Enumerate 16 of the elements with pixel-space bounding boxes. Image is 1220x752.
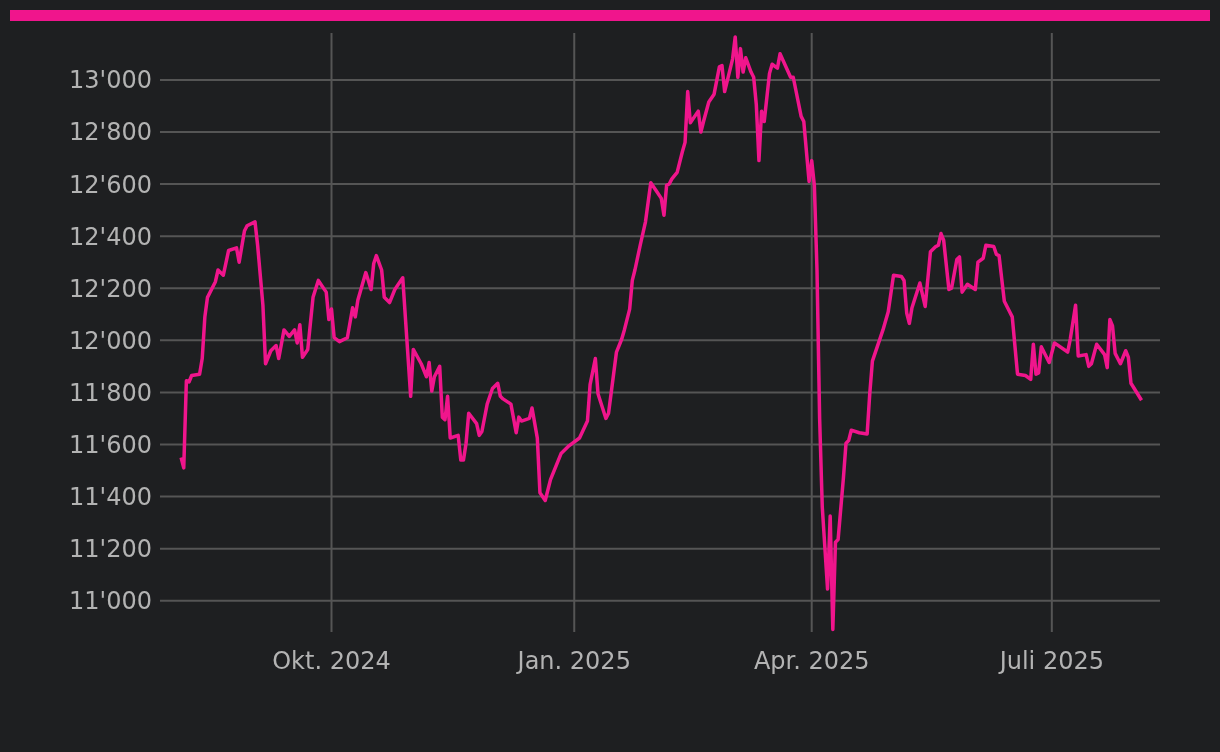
line-series: [179, 35, 1144, 632]
x-tick-label: Juli 2025: [997, 647, 1104, 676]
x-tick-label: Okt. 2024: [272, 647, 391, 676]
y-tick-label: 12'800: [69, 118, 152, 147]
y-tick-label: 11'800: [69, 378, 152, 407]
y-tick-label: 12'000: [69, 326, 152, 355]
x-tick-label: Jan. 2025: [515, 647, 631, 676]
x-tick-label: Apr. 2025: [753, 647, 870, 676]
y-tick-label: 11'400: [69, 483, 152, 512]
y-tick-label: 13'000: [69, 66, 152, 95]
y-tick-label: 12'600: [69, 170, 152, 199]
y-tick-label: 12'200: [69, 274, 152, 303]
y-tick-label: 12'400: [69, 222, 152, 251]
y-tick-label: 11'600: [69, 431, 152, 460]
y-tick-label: 11'000: [69, 587, 152, 616]
y-tick-label: 11'200: [69, 535, 152, 564]
